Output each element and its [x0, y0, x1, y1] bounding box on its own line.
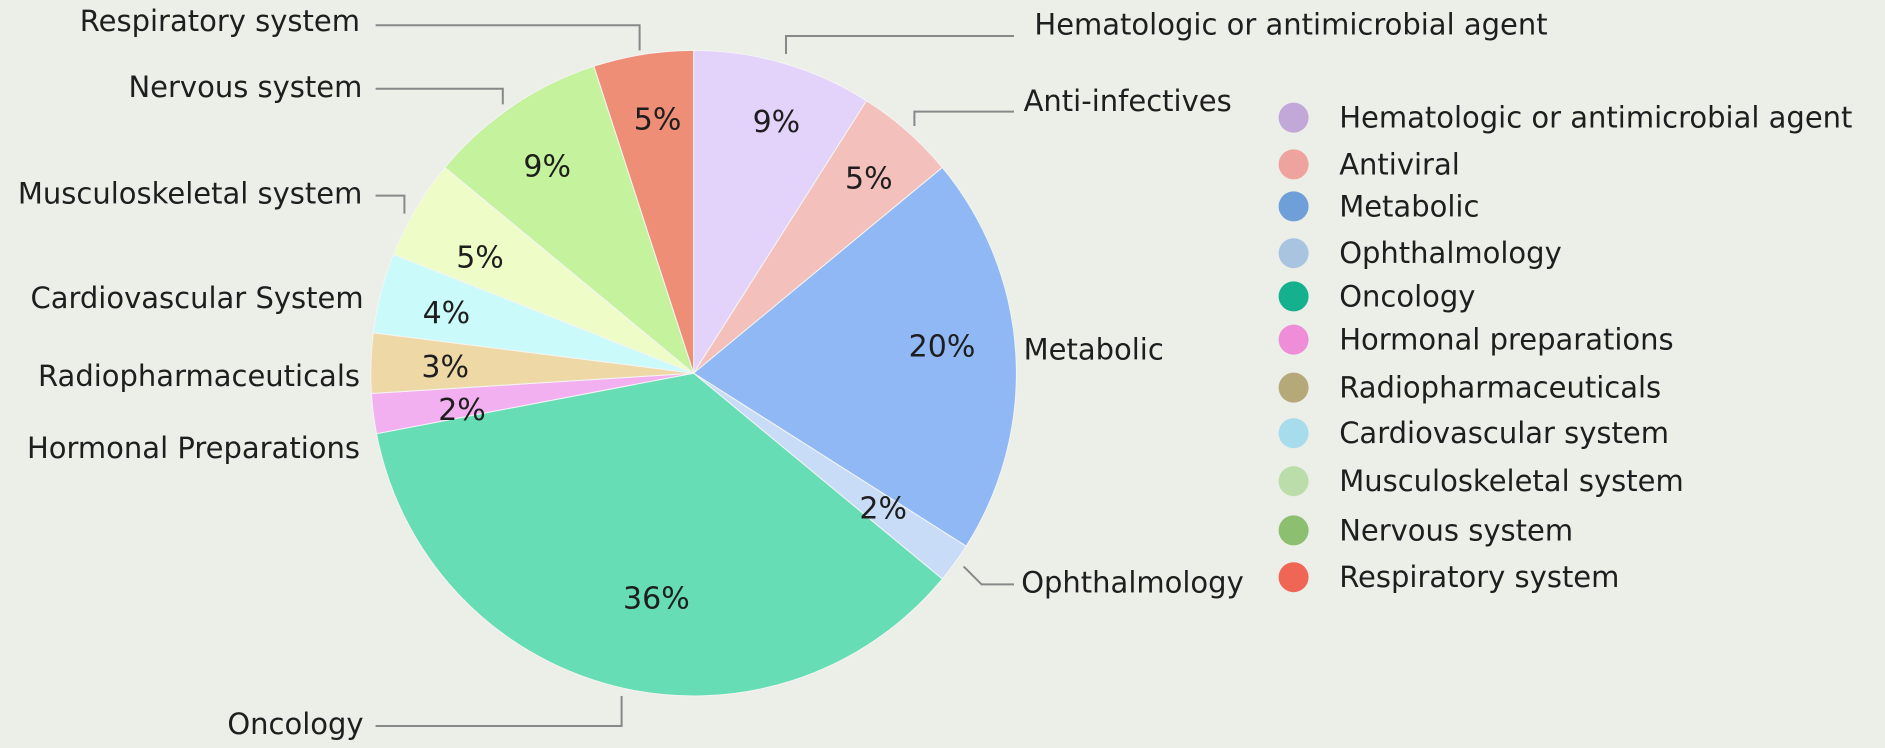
data-label: 36%: [623, 582, 690, 617]
data-label: 20%: [909, 330, 976, 365]
data-label: 2%: [859, 492, 907, 527]
legend-swatch: [1278, 562, 1309, 593]
slice-label: Hematologic or antimicrobial agent: [1034, 7, 1547, 41]
legend-swatch: [1278, 515, 1309, 546]
legend-swatch: [1278, 466, 1309, 497]
slice-label: Respiratory system: [80, 4, 360, 38]
slice-label: Hormonal Preparations: [27, 431, 360, 465]
slice-label: Cardiovascular System: [30, 281, 363, 315]
slice-label: Ophthalmology: [1021, 565, 1244, 599]
callout-line: [375, 194, 406, 214]
slice-label: Oncology: [227, 707, 363, 741]
legend-label: Ophthalmology: [1339, 236, 1562, 270]
callout-line: [962, 565, 1014, 586]
slice-label: Anti-infectives: [1024, 84, 1232, 118]
legend-label: Oncology: [1339, 279, 1475, 313]
pie-slice: [444, 65, 695, 375]
data-label: 9%: [753, 105, 801, 140]
legend-swatch: [1278, 372, 1309, 403]
legend-label: Respiratory system: [1339, 560, 1619, 594]
legend-label: Metabolic: [1339, 189, 1479, 223]
legend-label: Antiviral: [1339, 147, 1460, 181]
slice-label: Musculoskeletal system: [18, 177, 363, 211]
slice-label: Nervous system: [128, 70, 362, 104]
data-label: 3%: [421, 350, 469, 385]
legend-swatch: [1278, 418, 1309, 449]
pie-slice: [693, 49, 868, 375]
pie-slice: [593, 49, 695, 374]
legend-label: Cardiovascular system: [1339, 416, 1669, 450]
data-label: 4%: [423, 296, 471, 331]
callout-line: [375, 87, 504, 105]
legend-swatch: [1278, 281, 1309, 312]
legend-swatch: [1278, 324, 1309, 355]
legend-label: Radiopharmaceuticals: [1339, 371, 1661, 405]
data-label: 9%: [523, 150, 571, 185]
data-label: 5%: [845, 162, 893, 197]
legend-swatch: [1278, 191, 1309, 222]
legend-swatch: [1278, 238, 1309, 269]
pie-slice: [375, 372, 944, 697]
callout-line: [375, 24, 641, 51]
legend-label: Hematologic or antimicrobial agent: [1339, 101, 1852, 135]
legend-swatch: [1278, 149, 1309, 180]
legend-swatch: [1278, 102, 1309, 133]
legend-label: Nervous system: [1339, 513, 1573, 547]
data-label: 2%: [438, 393, 486, 428]
callout-line: [913, 110, 1014, 126]
pie-slice: [692, 166, 1017, 547]
data-label: 5%: [634, 103, 682, 138]
data-label: 5%: [456, 241, 504, 276]
callout-line: [375, 696, 623, 727]
slice-label: Metabolic: [1024, 333, 1164, 367]
slice-label: Radiopharmaceuticals: [38, 359, 360, 393]
legend-label: Musculoskeletal system: [1339, 464, 1684, 498]
legend-label: Hormonal preparations: [1339, 323, 1673, 357]
callout-line: [785, 35, 1014, 54]
